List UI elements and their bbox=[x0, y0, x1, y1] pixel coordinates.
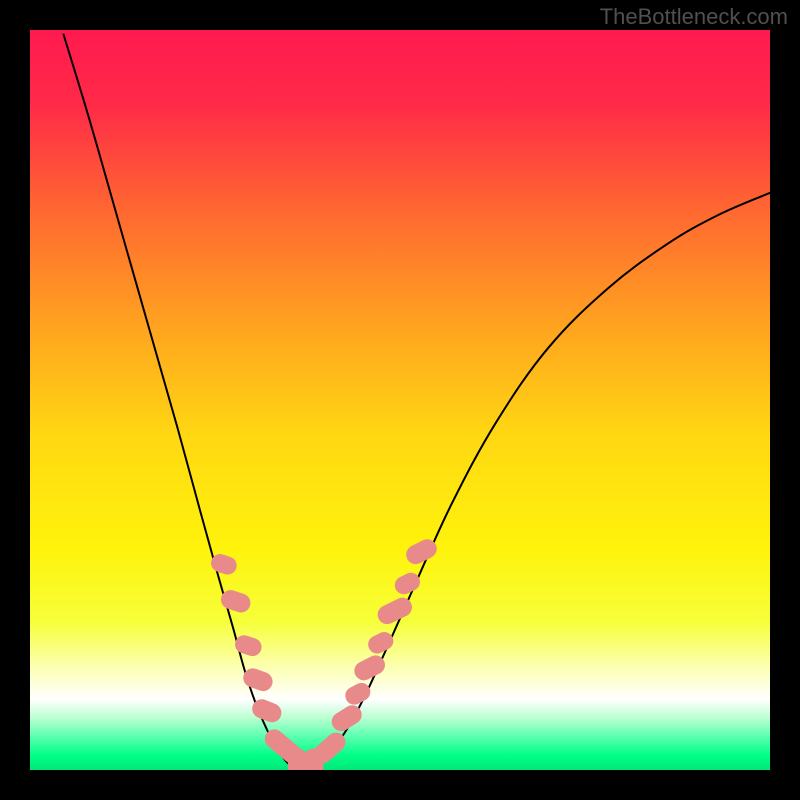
plot-area bbox=[30, 30, 770, 770]
gradient-background bbox=[30, 30, 770, 770]
chart-svg bbox=[30, 30, 770, 770]
chart-root: TheBottleneck.com bbox=[0, 0, 800, 800]
watermark-text: TheBottleneck.com bbox=[600, 4, 788, 30]
